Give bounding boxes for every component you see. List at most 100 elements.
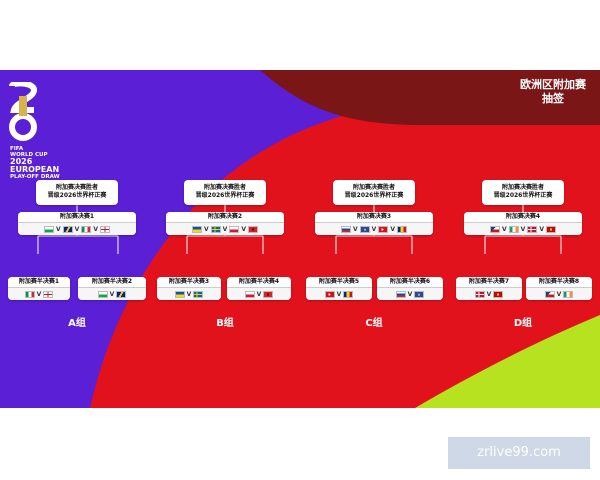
semi-flags: V (377, 288, 443, 300)
semi-box-7: 附加赛半决赛7 V (456, 277, 522, 300)
romania-flag-icon (343, 290, 354, 298)
vs-label: V (36, 290, 42, 298)
vs-label: V (74, 225, 80, 233)
semi-box-1: 附加赛半决赛1 V (8, 277, 70, 300)
winner-box-b: 附加赛决赛胜者 晋级2026世界杯正赛 (184, 180, 266, 205)
semi-box-5: 附加赛半决赛5 V (306, 277, 372, 300)
background-dark-red (210, 70, 600, 125)
semi-label: 附加赛半决赛6 (377, 277, 443, 288)
bosnia-flag-icon (116, 290, 127, 298)
north-macedonia-flag-icon (545, 225, 556, 233)
denmark-flag-icon (527, 225, 538, 233)
vs-label: V (520, 225, 526, 233)
turkey-flag-icon (324, 290, 335, 298)
semi-flags: V (78, 288, 146, 300)
semi-label: 附加赛半决赛1 (8, 277, 70, 288)
kosovo-flag-icon (359, 225, 370, 233)
final-label: 附加赛决赛3 (315, 212, 433, 223)
denmark-flag-icon (474, 290, 485, 298)
vs-label: V (222, 225, 228, 233)
ukraine-flag-icon (174, 290, 185, 298)
albania-flag-icon (263, 290, 274, 298)
vs-label: V (353, 225, 358, 233)
semi-flags: V (227, 288, 291, 300)
semi-flags: V (157, 288, 221, 300)
semi-box-2: 附加赛半决赛2 V (78, 277, 146, 300)
vs-label: V (204, 225, 209, 233)
romania-flag-icon (396, 225, 407, 233)
page-title: 欧洲区附加赛 抽签 (520, 78, 586, 106)
ireland-flag-icon (563, 290, 574, 298)
fifa-text: FIFA (10, 146, 24, 152)
semi-label: 附加赛半决赛4 (227, 277, 291, 288)
semi-box-4: 附加赛半决赛4 V (227, 277, 291, 300)
final-label: 附加赛决赛1 (18, 212, 136, 223)
final-label: 附加赛决赛4 (464, 212, 582, 223)
final-box-d: 附加赛决赛4 V V V (464, 212, 582, 235)
trophy-icon (9, 82, 38, 141)
semi-label: 附加赛半决赛2 (78, 277, 146, 288)
group-label-a: A组 (68, 318, 86, 329)
vs-label: V (56, 225, 61, 233)
winner-box-d: 附加赛决赛胜者 晋级2026世界杯正赛 (482, 180, 564, 205)
semi-flags: V (306, 288, 372, 300)
kosovo-flag-icon (414, 290, 425, 298)
northern-ireland-flag-icon (99, 225, 110, 233)
sweden-flag-icon (193, 290, 204, 298)
turkey-flag-icon (378, 225, 389, 233)
albania-flag-icon (247, 225, 258, 233)
semi-box-6: 附加赛半决赛6 V (377, 277, 443, 300)
semi-flags: V (526, 288, 592, 300)
semi-flags: V (456, 288, 522, 300)
vs-label: V (186, 290, 192, 298)
semi-box-8: 附加赛半决赛8 V (526, 277, 592, 300)
background-red (90, 70, 600, 408)
vs-label: V (256, 290, 262, 298)
final-box-b: 附加赛决赛2 V V V (166, 212, 284, 235)
italy-flag-icon (24, 290, 35, 298)
slovakia-flag-icon (395, 290, 406, 298)
vs-label: V (109, 290, 115, 298)
vs-label: V (486, 290, 492, 298)
north-macedonia-flag-icon (493, 290, 504, 298)
vs-label: V (93, 225, 98, 233)
winner-box-a: 附加赛决赛胜者 晋级2026世界杯正赛 (36, 180, 118, 205)
semi-label: 附加赛半决赛7 (456, 277, 522, 288)
vs-label: V (336, 290, 342, 298)
final-box-a: 附加赛决赛1 V V V (18, 212, 136, 235)
vs-label: V (502, 225, 507, 233)
winner-box-c: 附加赛决赛胜者 晋级2026世界杯正赛 (333, 180, 415, 205)
group-label-c: C组 (365, 318, 383, 329)
play-off-poster: FIFA WORLD CUP 2026 EUROPEAN PLAY-OFF DR… (0, 70, 600, 408)
wales-flag-icon (44, 225, 55, 233)
final-label: 附加赛决赛2 (166, 212, 284, 223)
title-line-1: 欧洲区附加赛 (520, 78, 586, 91)
vs-label: V (241, 225, 246, 233)
semi-label: 附加赛半决赛3 (157, 277, 221, 288)
semi-label: 附加赛半决赛5 (306, 277, 372, 288)
czechia-flag-icon (490, 225, 501, 233)
bosnia-flag-icon (62, 225, 73, 233)
background-lime (415, 315, 600, 408)
wales-flag-icon (97, 290, 108, 298)
poland-flag-icon (244, 290, 255, 298)
group-label-b: B组 (216, 318, 234, 329)
slovakia-flag-icon (341, 225, 352, 233)
poster-background (0, 70, 600, 408)
group-label-d: D组 (513, 318, 533, 329)
czechia-flag-icon (544, 290, 555, 298)
vs-label: V (390, 225, 395, 233)
northern-ireland-flag-icon (43, 290, 54, 298)
bracket-lines (37, 205, 562, 254)
year-text: 2026 (10, 157, 33, 166)
playoff-draw-text: PLAY-OFF DRAW (10, 174, 60, 180)
vs-label: V (556, 290, 562, 298)
italy-flag-icon (81, 225, 92, 233)
world-cup-text: WORLD CUP (10, 152, 48, 158)
sweden-flag-icon (210, 225, 221, 233)
title-line-2: 抽签 (542, 92, 564, 105)
